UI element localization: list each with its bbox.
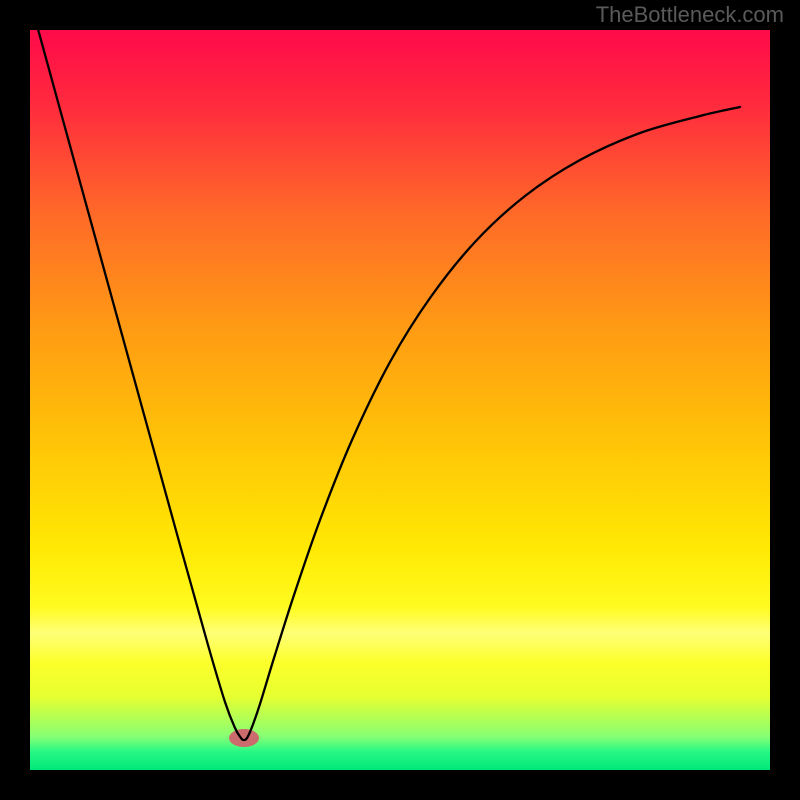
attribution-text: TheBottleneck.com — [596, 2, 784, 28]
curve-path — [30, 30, 740, 740]
curve-layer — [30, 30, 770, 770]
figure-container: TheBottleneck.com — [0, 0, 800, 800]
minimum-marker — [229, 729, 259, 747]
plot-area — [30, 30, 770, 770]
